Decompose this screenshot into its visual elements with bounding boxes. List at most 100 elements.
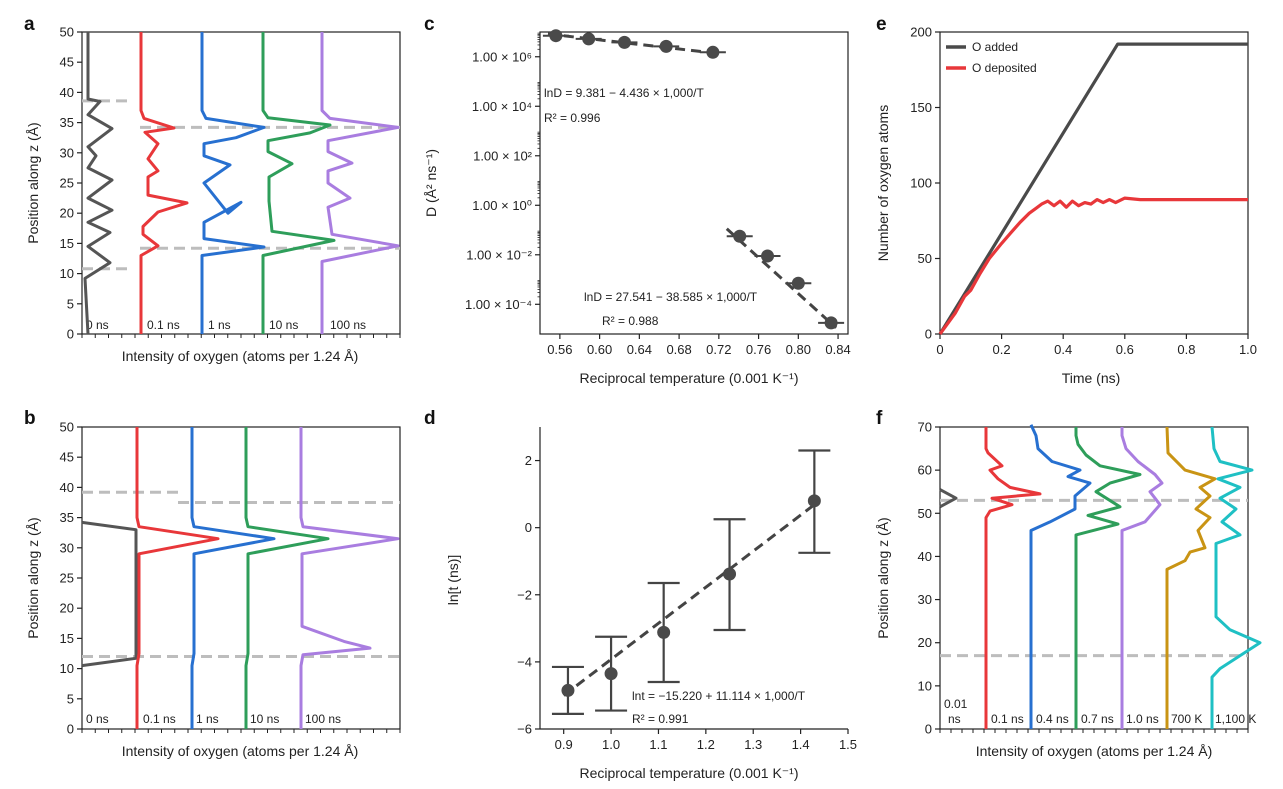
panel-f-ytick-label: 60 xyxy=(918,463,932,478)
panel-f-ytick-label: 50 xyxy=(918,506,932,521)
panel-d-xtick-label: 1.0 xyxy=(602,737,620,752)
panel-f-ytick-label: 70 xyxy=(918,420,932,435)
panel-f-ytick-label: 30 xyxy=(918,592,932,607)
panel-c-ytick-label: 1.00 × 10² xyxy=(473,148,533,163)
panel-a-ytick-label: 10 xyxy=(60,266,74,281)
panel-d-ytick-label: −6 xyxy=(517,722,532,737)
panel-e-frame xyxy=(939,31,1249,335)
panel-f-series-0-7ns xyxy=(1074,427,1142,729)
panel-b-ytick-label: 15 xyxy=(60,631,74,646)
panel-b-ytick-label: 5 xyxy=(67,691,74,706)
panel-d-point xyxy=(561,683,575,697)
panel-c-ytick-label: 1.00 × 10⁻² xyxy=(466,247,532,262)
panel-d-xtick-label: 1.3 xyxy=(744,737,762,752)
panel-c-fit-equation-2: lnD = 27.541 − 38.585 × 1,000/T xyxy=(584,290,758,304)
panel-b-ytick-label: 25 xyxy=(60,571,74,586)
panel-a-series-0-1ns xyxy=(139,32,189,334)
panel-f-ytick-label: 40 xyxy=(918,549,932,564)
panel-c-point xyxy=(549,29,563,43)
panel-label-f: f xyxy=(876,408,883,429)
panel-c-point xyxy=(761,249,775,263)
panel-label-c: c xyxy=(424,14,435,35)
panel-d-xtick-label: 1.4 xyxy=(792,737,810,752)
panel-e-xtick-label: 0.4 xyxy=(1054,342,1072,357)
panel-b-ytick-label: 0 xyxy=(67,722,74,737)
panel-d-point xyxy=(657,625,671,639)
panel-a-series-label: 100 ns xyxy=(330,318,366,332)
panel-c-fit-line xyxy=(725,227,838,329)
panel-b-series-100ns xyxy=(299,427,400,729)
panel-e-ytick-label: 100 xyxy=(910,176,932,191)
panel-c-xtick-label: 0.68 xyxy=(666,342,691,357)
panel-b-ytick-label: 10 xyxy=(60,661,74,676)
panel-label-b: b xyxy=(24,408,36,429)
panel-c-fit-line xyxy=(547,32,721,56)
panel-b-ylabel: Position along z (Å) xyxy=(25,517,41,638)
panel-b-ytick-label: 50 xyxy=(60,420,74,435)
panel-a-xlabel: Intensity of oxygen (atoms per 1.24 Å) xyxy=(122,348,359,364)
panel-c-xtick-label: 0.76 xyxy=(746,342,771,357)
panel-a-ytick-label: 20 xyxy=(60,206,74,221)
panel-d-xlabel: Reciprocal temperature (0.001 K⁻¹) xyxy=(579,765,798,781)
panel-a-series-100ns xyxy=(320,32,400,334)
panel-f-ytick-label: 20 xyxy=(918,635,932,650)
panel-d-fit-line xyxy=(562,501,819,697)
panel-c-ytick-label: 1.00 × 10⁰ xyxy=(472,198,532,213)
panel-f-series-label: 0.1 ns xyxy=(991,712,1024,726)
panel-b-series-label: 0 ns xyxy=(86,712,109,726)
panel-d-xtick-label: 1.1 xyxy=(649,737,667,752)
panel-a-series-label: 0.1 ns xyxy=(147,318,180,332)
panel-d-ytick-label: 2 xyxy=(525,453,532,468)
panel-c-xtick-label: 0.80 xyxy=(786,342,811,357)
panel-a-ytick-label: 35 xyxy=(60,115,74,130)
panel-a-ytick-label: 40 xyxy=(60,85,74,100)
panel-f-series-0-1ns xyxy=(984,427,1042,729)
panel-e-xtick-label: 0.8 xyxy=(1177,342,1195,357)
panel-f-series-label: 1.0 ns xyxy=(1126,712,1159,726)
panel-e-series-o-added xyxy=(938,42,1248,335)
panel-c-ytick-label: 1.00 × 10⁻⁴ xyxy=(465,297,532,312)
panel-a-series-0ns xyxy=(83,32,114,335)
panel-a-series-1ns xyxy=(200,32,266,334)
panel-d-ytick-label: 0 xyxy=(525,520,532,535)
panel-b-frame xyxy=(81,426,401,730)
panel-c-point xyxy=(706,45,720,59)
panel-d-r2: R² = 0.991 xyxy=(632,712,689,726)
panel-a-ytick-label: 50 xyxy=(60,25,74,40)
panel-e-ytick-label: 200 xyxy=(910,25,932,40)
panel-f-series-label: 700 K xyxy=(1171,712,1202,726)
panel-e-xtick-label: 0 xyxy=(936,342,943,357)
panel-f-series-label: 0.7 ns xyxy=(1081,712,1114,726)
panel-c-fit-equation-1: lnD = 9.381 − 4.436 × 1,000/T xyxy=(544,86,704,100)
panel-d-ytick-label: −2 xyxy=(517,587,532,602)
panel-d-xtick-label: 1.5 xyxy=(839,737,857,752)
panel-b-ytick-label: 45 xyxy=(60,450,74,465)
panel-f-series-1100k xyxy=(1210,426,1262,729)
panel-b-series-0-1ns xyxy=(135,427,220,729)
panel-d-point xyxy=(604,667,618,681)
panel-e-xtick-label: 0.2 xyxy=(993,342,1011,357)
panel-e-ytick-label: 150 xyxy=(910,100,932,115)
panel-c-ytick-label: 1.00 × 10⁴ xyxy=(472,99,532,114)
panel-a-series-label: 10 ns xyxy=(269,318,298,332)
panel-f-series-label: 0.01 xyxy=(944,697,968,711)
panel-d-xtick-label: 0.9 xyxy=(555,737,573,752)
panel-c-point xyxy=(582,32,596,46)
panel-c-xlabel: Reciprocal temperature (0.001 K⁻¹) xyxy=(579,370,798,386)
panel-f-series-1-0ns xyxy=(1120,427,1164,729)
panel-e-xtick-label: 1.0 xyxy=(1239,342,1257,357)
panel-c-point xyxy=(733,229,747,243)
panel-a-ytick-label: 25 xyxy=(60,176,74,191)
panel-b-series-label: 1 ns xyxy=(196,712,219,726)
panel-b-ytick-label: 30 xyxy=(60,540,74,555)
panel-a-series-label: 1 ns xyxy=(208,318,231,332)
panel-d-ylabel: ln[t (ns)] xyxy=(445,555,461,606)
panel-e-ylabel: Number of oxygen atoms xyxy=(875,105,891,261)
panel-c-r2-1: R² = 0.996 xyxy=(544,111,601,125)
panel-b-xlabel: Intensity of oxygen (atoms per 1.24 Å) xyxy=(122,743,359,759)
panel-e-ytick-label: 50 xyxy=(918,251,932,266)
panel-label-a: a xyxy=(24,14,35,35)
panel-b-series-0ns xyxy=(81,520,138,668)
panel-label-d: d xyxy=(424,408,436,429)
